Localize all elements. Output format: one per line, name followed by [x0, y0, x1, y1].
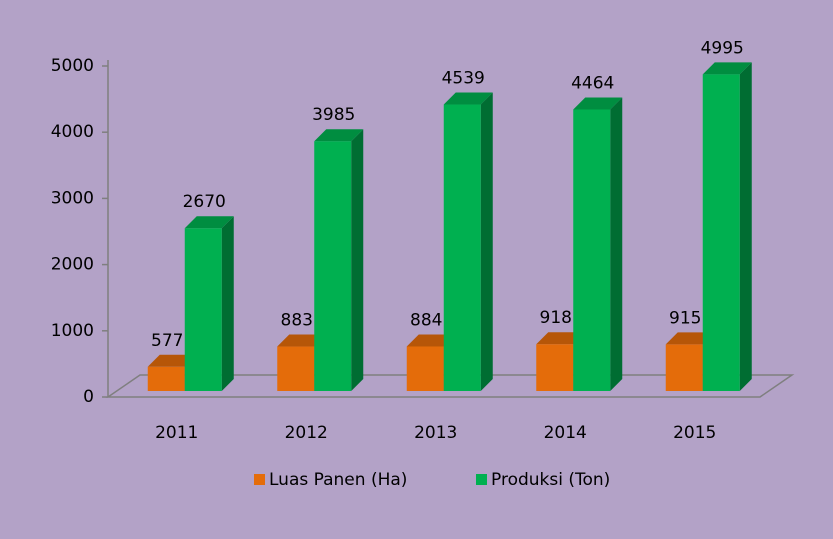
bar — [184, 228, 222, 391]
bar — [406, 346, 444, 391]
bar — [314, 141, 352, 391]
bar-top — [147, 354, 197, 367]
legend-label: Luas Panen (Ha) — [269, 470, 407, 490]
data-label: 915 — [669, 308, 701, 328]
data-label: 884 — [410, 310, 442, 330]
y-tick-label: 2000 — [51, 255, 94, 275]
bar — [536, 344, 574, 391]
bar-top — [314, 129, 364, 142]
legend-swatch — [254, 474, 265, 485]
bar — [573, 109, 611, 391]
bar — [147, 366, 185, 391]
x-tick-label: 2014 — [544, 423, 587, 443]
data-label: 883 — [281, 311, 313, 331]
bar-side — [221, 216, 234, 391]
data-label: 4464 — [571, 73, 614, 93]
legend-label: Produksi (Ton) — [491, 470, 610, 490]
data-label: 3985 — [312, 105, 355, 125]
bar-top — [665, 332, 715, 345]
y-tick-label: 5000 — [51, 56, 94, 76]
bar-top — [702, 62, 752, 75]
bar — [443, 104, 481, 392]
bar-top — [443, 92, 493, 105]
bar-side — [480, 92, 493, 392]
data-label: 4539 — [442, 69, 485, 89]
x-tick-label: 2013 — [414, 423, 457, 443]
bar-top — [573, 97, 623, 110]
x-tick-label: 2011 — [155, 423, 198, 443]
bar-top — [536, 332, 586, 345]
bar-top — [406, 334, 456, 347]
data-label: 918 — [540, 308, 572, 328]
y-tick-label: 0 — [83, 387, 94, 407]
y-tick-label: 1000 — [51, 321, 94, 341]
bar-side — [739, 62, 752, 392]
y-tick-label: 3000 — [51, 188, 94, 208]
data-label: 2670 — [183, 192, 226, 212]
bar-top — [277, 334, 327, 347]
y-tick-label: 4000 — [51, 122, 94, 142]
bar — [665, 344, 703, 391]
bar — [277, 346, 315, 391]
legend-swatch — [476, 474, 487, 485]
data-label: 577 — [151, 331, 183, 351]
bar-side — [610, 97, 623, 391]
bar — [702, 74, 740, 392]
data-label: 4995 — [701, 38, 744, 58]
x-tick-label: 2015 — [673, 423, 716, 443]
bar-side — [351, 129, 364, 391]
x-tick-label: 2012 — [285, 423, 328, 443]
floor — [105, 374, 795, 398]
bar-top — [184, 216, 234, 229]
